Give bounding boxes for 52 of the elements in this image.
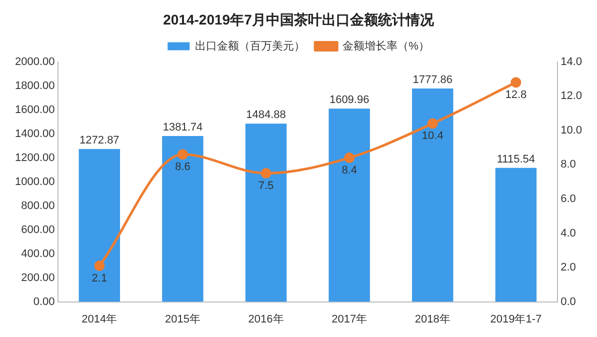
y-tick-label: 0.00 xyxy=(33,296,55,308)
bar xyxy=(78,149,120,302)
y2-tick-label: 2.0 xyxy=(560,262,576,274)
data-label: 7.5 xyxy=(258,180,274,192)
x-tick-label: 2017年 xyxy=(332,313,368,326)
y-tick-label: 2000.00 xyxy=(14,56,55,68)
data-label: 1272.87 xyxy=(80,134,120,147)
data-label: 8.4 xyxy=(342,164,357,176)
y-tick-label: 1200.00 xyxy=(14,152,55,164)
point xyxy=(510,77,522,88)
data-label: 1484.88 xyxy=(246,109,286,122)
y-tick-label: 1400.00 xyxy=(14,128,55,140)
y2-tick-label: 6.0 xyxy=(560,192,576,205)
x-tick-label: 2018年 xyxy=(414,313,450,326)
y2-tick-label: 12.0 xyxy=(560,90,582,102)
bar xyxy=(245,124,287,302)
data-label: 8.6 xyxy=(175,160,190,173)
data-label: 2.1 xyxy=(92,272,108,284)
point xyxy=(260,168,272,178)
x-tick-label: 2015年 xyxy=(164,313,200,326)
bar xyxy=(495,168,537,302)
data-label: 1115.54 xyxy=(496,153,536,166)
point xyxy=(427,118,438,129)
chart-title: 2014-2019年7月中国茶叶出口金额统计情况 xyxy=(163,11,435,28)
x-tick-label: 2019年1-7 xyxy=(490,313,542,326)
bar xyxy=(162,136,204,302)
point xyxy=(177,149,188,160)
y-tick-label: 800.00 xyxy=(21,200,55,212)
y-tick-label: 1600.00 xyxy=(14,104,55,116)
x-tick-label: 2016年 xyxy=(248,313,284,326)
y-tick-label: 1000.00 xyxy=(14,176,55,188)
y-tick-label: 1800.00 xyxy=(14,80,55,92)
bar xyxy=(328,108,370,302)
y-tick-label: 400.00 xyxy=(21,248,55,260)
point xyxy=(94,260,105,272)
point xyxy=(344,152,355,164)
data-label: 12.8 xyxy=(505,88,527,101)
data-label: 1609.96 xyxy=(329,94,370,106)
data-label: 1777.86 xyxy=(412,74,453,86)
y2-tick-label: 10.0 xyxy=(560,124,582,136)
y2-tick-label: 4.0 xyxy=(560,227,576,240)
data-label: 1381.74 xyxy=(162,122,203,134)
x-tick-label: 2014年 xyxy=(82,313,118,326)
y-tick-label: 600.00 xyxy=(21,224,55,236)
data-label: 10.4 xyxy=(422,130,444,142)
legend-label: 出口金额（百万美元） xyxy=(195,39,306,52)
y2-tick-label: 8.0 xyxy=(560,158,576,171)
y-tick-label: 200.00 xyxy=(21,272,55,284)
bar xyxy=(412,88,454,302)
y2-tick-label: 14.0 xyxy=(560,56,582,68)
legend-label: 金额增长率（%） xyxy=(342,39,430,52)
y2-tick-label: 0.0 xyxy=(560,296,576,308)
